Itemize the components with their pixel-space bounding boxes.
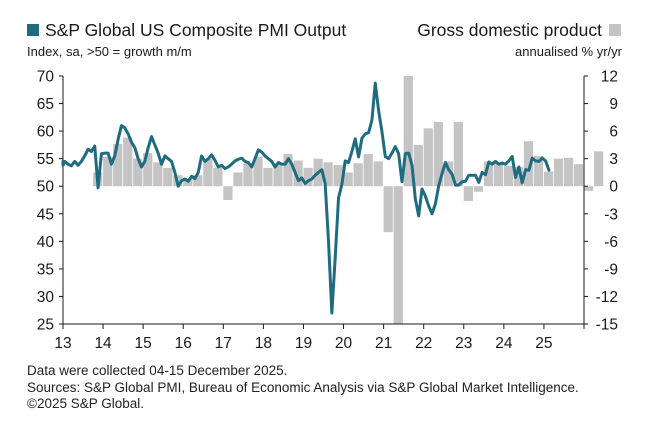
gdp-bar bbox=[443, 161, 453, 187]
gdp-bar bbox=[303, 167, 313, 187]
gdp-bar bbox=[273, 163, 283, 187]
gdp-bar bbox=[503, 166, 514, 187]
gdp-bar bbox=[213, 167, 223, 187]
gdp-bar bbox=[393, 186, 403, 324]
gdp-legend-swatch bbox=[609, 24, 621, 36]
left-tick-label: 55 bbox=[37, 151, 54, 168]
right-tick-label: -12 bbox=[596, 289, 618, 306]
pmi-line-group bbox=[61, 81, 551, 315]
gdp-bar bbox=[573, 164, 584, 187]
pmi-line bbox=[61, 81, 551, 315]
gdp-bar bbox=[423, 128, 433, 187]
x-tick-label: 23 bbox=[455, 335, 472, 352]
gdp-bar bbox=[533, 155, 544, 187]
gdp-bar bbox=[333, 165, 343, 187]
left-tick-label: 30 bbox=[37, 289, 55, 306]
gdp-bar bbox=[433, 121, 443, 187]
x-tick-label: 20 bbox=[335, 335, 353, 352]
gdp-bar bbox=[103, 156, 113, 187]
right-tick-label: -3 bbox=[604, 206, 618, 223]
gdp-bar bbox=[323, 162, 333, 187]
gdp-bar bbox=[203, 158, 213, 187]
left-tick-label: 35 bbox=[37, 261, 54, 278]
x-tick-label: 21 bbox=[375, 335, 392, 352]
gdp-bar bbox=[283, 154, 293, 187]
right-tick-label: -9 bbox=[604, 261, 618, 278]
gdp-bar bbox=[493, 162, 504, 187]
gdp-bar bbox=[513, 166, 524, 187]
axes bbox=[62, 76, 585, 325]
x-tick-label: 16 bbox=[175, 335, 192, 352]
right-axis-ticks: -15 -12 -9 -6 -3 0 3 6 9 12 bbox=[584, 69, 618, 334]
gdp-bar bbox=[453, 121, 463, 187]
gdp-bar bbox=[473, 186, 484, 192]
gdp-bar bbox=[263, 167, 273, 187]
gdp-bar bbox=[163, 167, 173, 187]
right-tick-label: 0 bbox=[609, 179, 618, 196]
gdp-bar bbox=[123, 137, 133, 187]
gdp-bar bbox=[403, 76, 413, 187]
x-tick-label: 25 bbox=[535, 335, 552, 352]
gdp-bar bbox=[143, 153, 153, 187]
gdp-bar bbox=[523, 141, 534, 187]
right-tick-label: -15 bbox=[596, 317, 618, 334]
gdp-bar bbox=[293, 160, 303, 187]
gdp-bar bbox=[343, 172, 353, 187]
gdp-bar bbox=[233, 172, 243, 187]
footer-copyright: ©2025 S&P Global. bbox=[27, 396, 145, 411]
x-tick-label: 17 bbox=[215, 335, 232, 352]
x-tick-label: 22 bbox=[415, 335, 432, 352]
right-tick-label: 3 bbox=[609, 151, 618, 168]
x-tick-label: 19 bbox=[295, 335, 312, 352]
gdp-bar bbox=[253, 156, 263, 187]
x-tick-label: 15 bbox=[135, 335, 152, 352]
pmi-legend-label: S&P Global US Composite PMI Output bbox=[45, 20, 346, 40]
gdp-bar bbox=[553, 158, 564, 187]
gdp-bar bbox=[463, 186, 473, 201]
left-axis-subtitle: Index, sa, >50 = growth m/m bbox=[27, 44, 192, 59]
x-tick-label: 14 bbox=[94, 335, 112, 352]
gdp-bar bbox=[543, 171, 554, 187]
right-axis-subtitle: annualised % yr/yr bbox=[515, 44, 623, 59]
gdp-bar bbox=[113, 143, 123, 187]
gdp-bar bbox=[584, 186, 594, 191]
footer-collection-note: Data were collected 04-15 December 2025. bbox=[27, 363, 288, 378]
left-tick-label: 50 bbox=[37, 179, 55, 196]
gdp-bar bbox=[483, 161, 494, 187]
gdp-bar bbox=[373, 161, 383, 187]
left-tick-label: 25 bbox=[37, 317, 54, 334]
gdp-bar bbox=[363, 154, 373, 187]
footer-sources: Sources: S&P Global PMI, Bureau of Econo… bbox=[27, 379, 579, 395]
x-tick-label: 24 bbox=[495, 335, 513, 352]
gdp-bar bbox=[413, 144, 423, 187]
right-tick-label: 12 bbox=[601, 69, 618, 86]
gdp-bar bbox=[223, 186, 233, 200]
gdp-bar bbox=[193, 175, 203, 187]
gdp-bar bbox=[243, 163, 253, 187]
x-axis-ticks: 13 14 15 16 17 18 19 20 21 22 23 24 25 bbox=[54, 324, 585, 352]
left-tick-label: 70 bbox=[37, 69, 55, 86]
left-tick-label: 65 bbox=[37, 96, 54, 113]
gdp-bar bbox=[383, 186, 393, 233]
gdp-legend-label: Gross domestic product bbox=[417, 20, 602, 40]
pmi-legend-swatch bbox=[27, 24, 39, 36]
gdp-bar bbox=[353, 163, 363, 187]
gdp-bar bbox=[153, 162, 163, 187]
right-tick-label: 9 bbox=[609, 96, 618, 113]
footer-notes: Data were collected 04-15 December 2025.… bbox=[27, 363, 579, 413]
gdp-bar bbox=[594, 151, 604, 187]
left-tick-label: 45 bbox=[37, 206, 54, 223]
right-tick-label: -6 bbox=[604, 234, 618, 251]
gdp-bar bbox=[563, 157, 574, 187]
gdp-bar bbox=[133, 158, 143, 187]
left-tick-label: 40 bbox=[37, 234, 55, 251]
gdp-bars bbox=[93, 76, 604, 324]
x-tick-label: 18 bbox=[255, 335, 272, 352]
right-tick-label: 6 bbox=[609, 124, 618, 141]
left-tick-label: 60 bbox=[37, 124, 55, 141]
x-tick-label: 13 bbox=[54, 335, 71, 352]
left-axis-ticks: 25 30 35 40 45 50 55 60 65 70 bbox=[37, 69, 63, 334]
